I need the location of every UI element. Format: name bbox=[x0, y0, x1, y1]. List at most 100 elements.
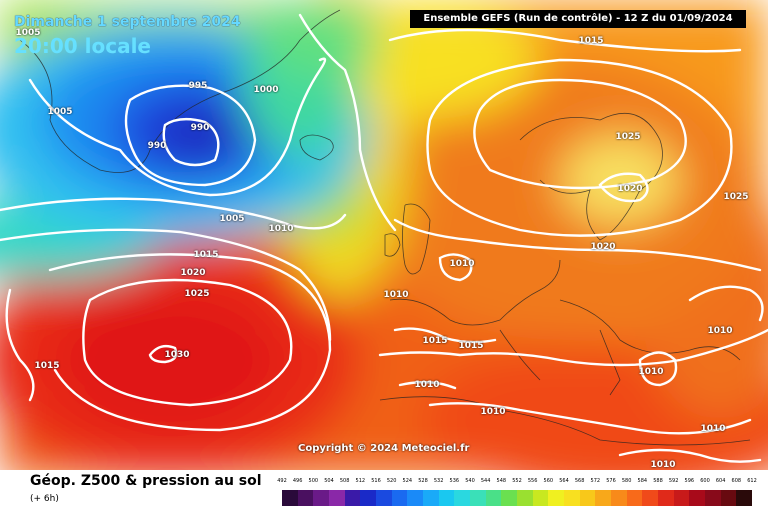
legend-color-cell bbox=[548, 490, 565, 506]
map-footer: Géop. Z500 & pression au sol (+ 6h) 492 4… bbox=[0, 470, 768, 512]
forecast-date: Dimanche 1 septembre 2024 bbox=[14, 14, 241, 30]
legend-ticks: 492 496 500 504 508 512 516 520 524 528 532 536 540 5… bbox=[277, 478, 757, 488]
model-run-banner: Ensemble GEFS (Run de contrôle) - 12 Z d… bbox=[410, 10, 746, 28]
isobar-label: 1015 bbox=[422, 336, 448, 346]
isobar-label: 1025 bbox=[723, 192, 749, 202]
legend-color-cell bbox=[705, 490, 721, 506]
isobar-label: 1010 bbox=[707, 326, 733, 336]
legend-color-cell bbox=[501, 490, 518, 506]
legend-tick-label: 536 bbox=[449, 478, 460, 484]
legend-color-cell bbox=[391, 490, 408, 506]
legend-color-cell bbox=[658, 490, 674, 506]
legend-color-cell bbox=[720, 490, 737, 506]
isobars-lines bbox=[0, 13, 768, 463]
legend-color-bar bbox=[282, 490, 753, 506]
legend-tick-label: 532 bbox=[433, 478, 444, 484]
isobar-label: 1015 bbox=[458, 341, 484, 351]
isobar-label: 1005 bbox=[47, 107, 73, 117]
legend-tick-label: 584 bbox=[637, 478, 648, 484]
legend-tick-label: 524 bbox=[402, 478, 413, 484]
legend-color-cell bbox=[642, 490, 659, 506]
isobar-label: 1010 bbox=[383, 290, 409, 300]
legend-color-cell bbox=[689, 490, 706, 506]
legend-color-cell bbox=[579, 490, 596, 506]
legend-tick-label: 600 bbox=[700, 478, 710, 484]
isobar-label: 1010 bbox=[700, 424, 726, 434]
legend-tick-label: 568 bbox=[574, 478, 585, 484]
isobar-label: 1015 bbox=[578, 36, 604, 46]
legend-tick-label: 572 bbox=[590, 478, 601, 484]
isobar-label: 1010 bbox=[268, 224, 294, 234]
legend-tick-label: 540 bbox=[465, 478, 475, 484]
legend-tick-label: 528 bbox=[418, 478, 428, 484]
legend-tick-label: 560 bbox=[543, 478, 554, 484]
isobar-label: 1020 bbox=[617, 184, 643, 194]
isobar-label: 1010 bbox=[650, 460, 676, 470]
legend-tick-label: 596 bbox=[684, 478, 695, 484]
legend-color-cell bbox=[344, 490, 361, 506]
legend-color-cell bbox=[485, 490, 502, 506]
legend-tick-label: 580 bbox=[621, 478, 632, 484]
legend-tick-label: 548 bbox=[496, 478, 507, 484]
legend-color-cell bbox=[517, 490, 533, 506]
isobar-label: 1010 bbox=[480, 407, 506, 417]
legend-color-cell bbox=[297, 490, 314, 506]
legend-color-cell bbox=[454, 490, 471, 506]
isobar-label: 990 bbox=[190, 123, 210, 133]
legend-color-cell bbox=[407, 490, 424, 506]
legend-tick-label: 612 bbox=[747, 478, 757, 484]
legend-tick-label: 592 bbox=[668, 478, 679, 484]
legend-color-cell bbox=[313, 490, 330, 506]
forecast-lead-time: (+ 6h) bbox=[30, 494, 59, 504]
legend-tick-label: 508 bbox=[339, 478, 350, 484]
legend-tick-label: 604 bbox=[715, 478, 726, 484]
legend-tick-label: 544 bbox=[480, 478, 491, 484]
legend-tick-label: 576 bbox=[606, 478, 616, 484]
legend-color-cell bbox=[673, 490, 690, 506]
geopotential-field bbox=[0, 0, 768, 470]
copyright-notice: Copyright © 2024 Meteociel.fr bbox=[298, 443, 470, 454]
isobar-label: 1020 bbox=[180, 268, 206, 278]
legend-tick-label: 608 bbox=[731, 478, 742, 484]
legend-tick-label: 588 bbox=[653, 478, 663, 484]
legend-tick-label: 500 bbox=[308, 478, 319, 484]
legend-tick-label: 496 bbox=[292, 478, 303, 484]
legend-color-cell bbox=[423, 490, 439, 506]
isobar-label: 1000 bbox=[253, 85, 279, 95]
legend-tick-label: 520 bbox=[386, 478, 397, 484]
legend-color-cell bbox=[360, 490, 377, 506]
legend-color-cell bbox=[376, 490, 392, 506]
isobar-label: 1010 bbox=[414, 380, 440, 390]
legend-color-cell bbox=[532, 490, 549, 506]
legend-color-cell bbox=[736, 490, 753, 506]
coastlines bbox=[19, 9, 751, 446]
forecast-local-time: 20:00 locale bbox=[14, 34, 151, 58]
weather-map: Dimanche 1 septembre 2024 20:00 locale E… bbox=[0, 0, 768, 470]
legend-color-cell bbox=[438, 490, 455, 506]
legend-tick-label: 516 bbox=[371, 478, 381, 484]
isobar-label: 1015 bbox=[34, 361, 60, 371]
legend-color-cell bbox=[611, 490, 627, 506]
isobar-label: 1010 bbox=[449, 259, 475, 269]
isobar-label: 1020 bbox=[590, 242, 616, 252]
isobar-label: 1025 bbox=[615, 132, 641, 142]
isobar-label: 995 bbox=[188, 81, 208, 91]
legend-tick-label: 492 bbox=[277, 478, 287, 484]
legend-color-cell bbox=[470, 490, 486, 506]
legend-tick-label: 504 bbox=[324, 478, 334, 484]
isobar-label: 1030 bbox=[164, 350, 190, 360]
legend-tick-label: 552 bbox=[512, 478, 522, 484]
legend-tick-label: 512 bbox=[355, 478, 366, 484]
legend-color-cell bbox=[564, 490, 580, 506]
isobar-label: 1005 bbox=[15, 28, 41, 38]
legend-color-cell bbox=[595, 490, 612, 506]
legend-color-cell bbox=[626, 490, 643, 506]
isobar-label: 1015 bbox=[193, 250, 219, 260]
isobar-label: 1025 bbox=[184, 289, 210, 299]
isobar-label: 1005 bbox=[219, 214, 245, 224]
isobar-label: 990 bbox=[147, 141, 167, 151]
legend-color-cell bbox=[329, 490, 345, 506]
legend-tick-label: 556 bbox=[527, 478, 538, 484]
map-title: Géop. Z500 & pression au sol bbox=[30, 473, 262, 489]
isobar-label: 1010 bbox=[638, 367, 664, 377]
